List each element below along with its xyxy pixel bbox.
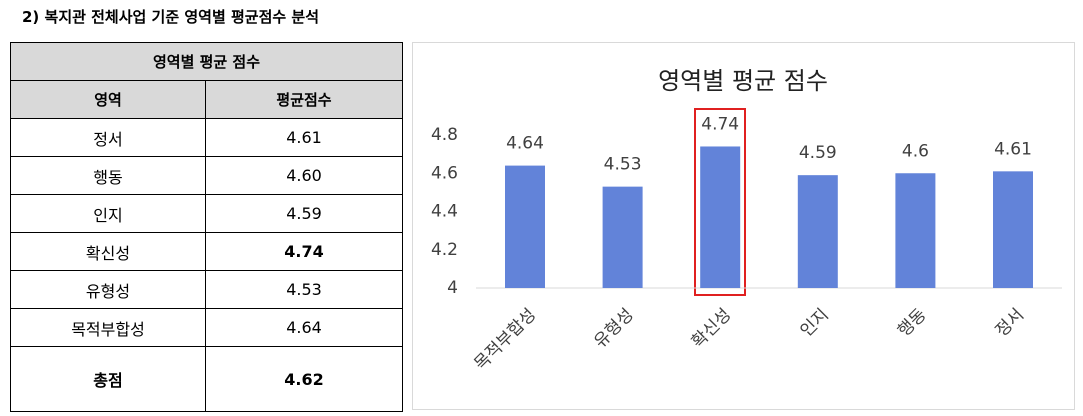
chart-title: 영역별 평균 점수 [658,67,828,95]
total-label: 총점 [10,346,206,412]
y-tick-label: 4.4 [431,202,458,222]
x-tick-label: 정서 [992,305,1028,341]
table-row: 행동 4.60 [10,156,403,195]
score-cell: 4.74 [205,232,403,271]
data-label: 4.61 [994,139,1032,159]
bar [505,165,545,288]
score-cell: 4.61 [205,118,403,157]
column-header: 영역 [10,80,206,119]
x-tick-label: 유형성 [590,305,637,352]
x-tick-label: 확신성 [688,305,735,352]
area-cell: 유형성 [10,270,206,309]
x-tick-label: 인지 [797,305,833,341]
area-cell: 목적부합성 [10,308,206,347]
bar [700,146,741,288]
data-label: 4.6 [902,141,929,161]
x-tick-label: 행동 [894,305,930,341]
bar [895,173,936,288]
highlight-box [694,108,746,296]
column-header: 평균점수 [205,80,403,119]
data-label: 4.74 [701,114,739,134]
area-cell: 정서 [10,118,206,157]
area-cell: 행동 [10,156,206,195]
y-tick-label: 4.8 [431,125,458,145]
bar [602,186,643,288]
table-row: 확신성 4.74 [10,232,403,271]
data-label: 4.59 [799,143,837,163]
table-row: 인지 4.59 [10,194,403,233]
data-label: 4.64 [506,134,544,154]
chart-frame [412,42,1075,410]
table-row: 목적부합성 4.64 [10,308,403,347]
table-title: 영역별 평균 점수 [10,42,403,81]
bar [797,175,838,288]
score-table: 영역별 평균 점수 영역 평균점수 정서 4.61 행동 4.60 인지 4.59 확신성 4.… [10,42,403,412]
total-value: 4.62 [205,346,403,412]
table-row: 정서 4.61 [10,118,403,157]
x-tick-label: 목적부합성 [471,305,540,374]
y-tick-label: 4.6 [431,163,458,183]
bar [993,171,1033,288]
y-tick-label: 4 [447,278,458,298]
heading: 2) 복지관 전체사업 기준 영역별 평균점수 분석 [22,8,320,26]
data-label: 4.53 [604,155,642,175]
y-tick-label: 4.2 [431,240,458,260]
